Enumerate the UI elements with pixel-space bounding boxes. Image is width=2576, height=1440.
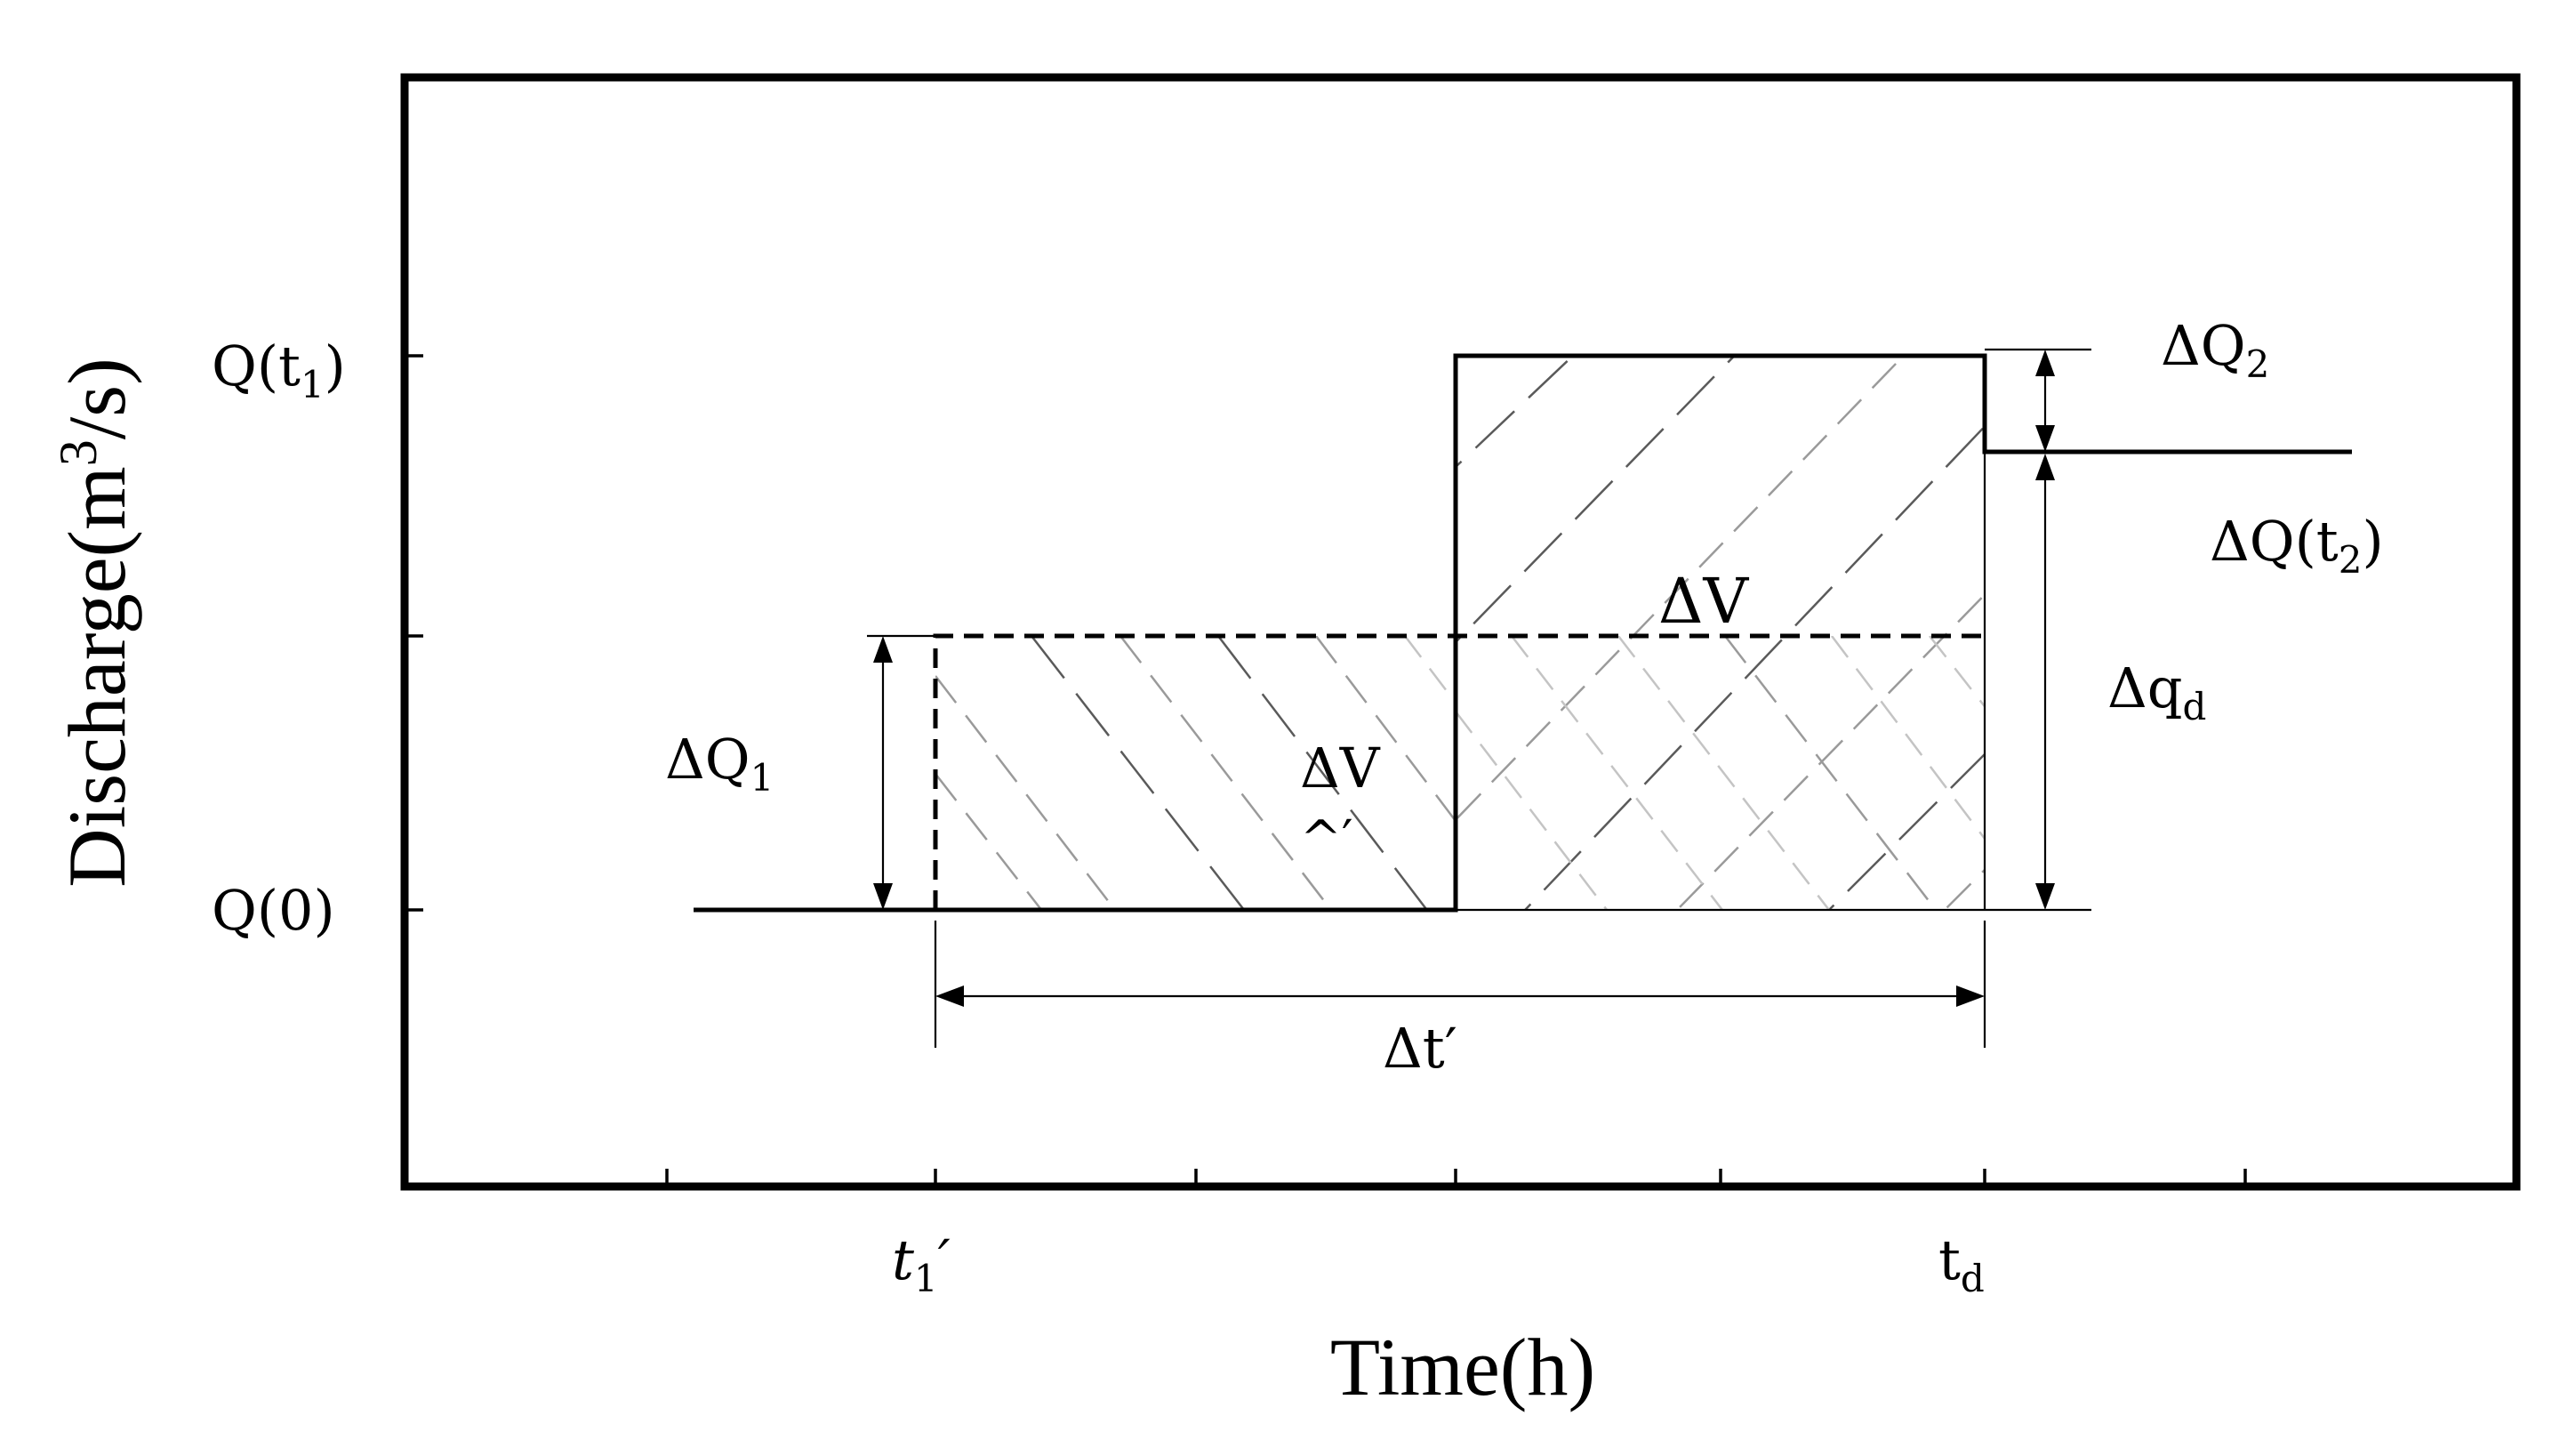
y-axis-title: Discharge(m3/s) xyxy=(49,358,142,887)
hatch-region-left xyxy=(935,636,1456,910)
step-hydrograph-line xyxy=(694,353,2352,913)
delta-qd-arrow xyxy=(1985,454,2091,912)
label-delta-v-hat-mark: ^′ xyxy=(1300,810,1353,868)
delta-q1-arrow xyxy=(867,634,944,910)
x-axis-title: Time(h) xyxy=(1330,1322,1595,1412)
delta-t-prime-arrow xyxy=(934,921,1986,1048)
y-label-q0: Q(0) xyxy=(212,878,335,943)
label-delta-t-prime: Δt′ xyxy=(1383,1016,1457,1081)
label-delta-v: ΔV xyxy=(1658,565,1750,638)
dashed-step-line xyxy=(933,633,1985,910)
x-label-t1-prime: t1′ xyxy=(892,1227,951,1300)
hatch-region-right xyxy=(1456,356,1985,910)
y-label-q-t1: Q(t1) xyxy=(212,334,346,406)
x-label-td: td xyxy=(1938,1227,1985,1300)
label-delta-q-t2: ΔQ(t2) xyxy=(2210,509,2384,582)
label-delta-qd: Δqd xyxy=(2107,656,2206,728)
label-delta-q1: ΔQ1 xyxy=(665,727,774,800)
plot-frame xyxy=(400,73,2521,1191)
label-delta-v-hat: ΔV xyxy=(1300,736,1381,800)
label-delta-q2: ΔQ2 xyxy=(2161,313,2269,386)
delta-q2-arrow xyxy=(1985,348,2091,452)
cross-hatch-region xyxy=(1456,636,1985,910)
